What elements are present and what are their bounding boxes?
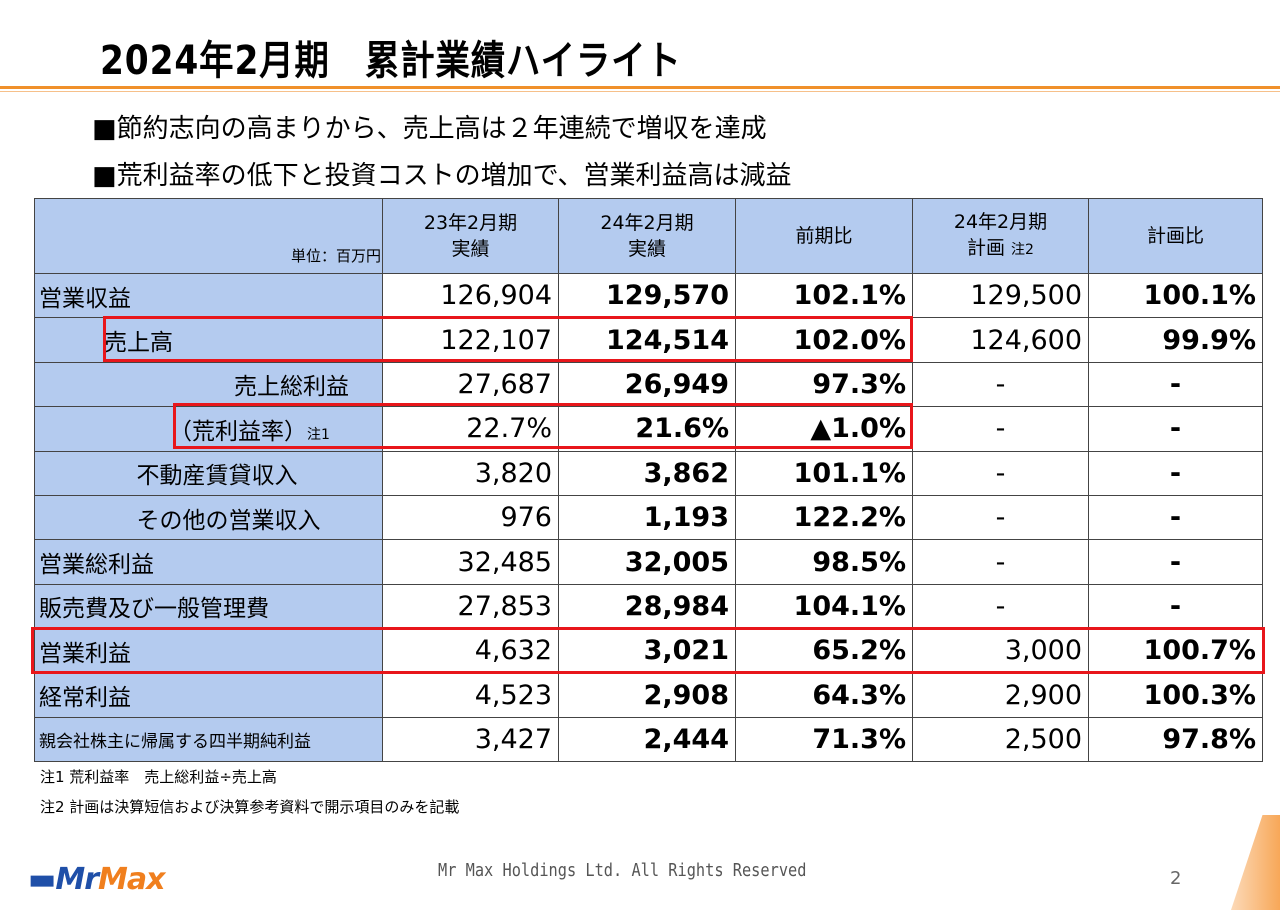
- cell-value: 3,820: [382, 450, 559, 496]
- cell-value: 2,900: [912, 672, 1089, 718]
- cell-value: 122.2%: [735, 494, 913, 541]
- cell-value: -: [1088, 494, 1263, 541]
- cell-value: 97.3%: [735, 361, 913, 408]
- highlight-sales: [103, 316, 913, 362]
- highlight-operating-profit: [31, 627, 1265, 674]
- cell-value: 104.1%: [735, 583, 913, 630]
- table-row: 営業利益 4,632 3,021 65.2% 3,000 100.7%: [34, 628, 1263, 674]
- mrmax-logo: ▬MrMax: [28, 862, 165, 897]
- cell-value: 129,570: [558, 272, 736, 319]
- cell-value: -: [912, 539, 1089, 585]
- cell-value: 65.2%: [735, 628, 913, 674]
- decorative-shape: [1231, 815, 1280, 910]
- page-number: 2: [1170, 868, 1182, 889]
- cell-value: 2,908: [558, 672, 736, 718]
- cell-value: 21.6%: [558, 406, 736, 452]
- row-label: 親会社株主に帰属する四半期純利益: [34, 716, 383, 763]
- unit-header: 単位：百万円: [34, 198, 383, 274]
- row-label: 販売費及び一般管理費: [34, 583, 383, 630]
- note-1: 注1 荒利益率 売上総利益÷売上高: [40, 768, 277, 786]
- row-label: 売上高: [34, 317, 383, 363]
- cell-value: -: [1088, 406, 1263, 452]
- row-label: 営業利益: [34, 628, 383, 674]
- cell-value: 98.5%: [735, 539, 913, 585]
- title-divider-thin: [0, 91, 1280, 92]
- cell-value: 129,500: [912, 272, 1089, 319]
- cell-value: 26,949: [558, 361, 736, 408]
- row-label: 経常利益: [34, 672, 383, 718]
- row-label: 営業収益: [34, 272, 383, 319]
- cell-value: -: [912, 406, 1089, 452]
- cell-value: 976: [382, 494, 559, 541]
- cell-value: 27,853: [382, 583, 559, 630]
- row-label: 売上総利益: [34, 361, 383, 408]
- row-label: 営業総利益: [34, 539, 383, 585]
- cell-value: 124,514: [558, 317, 736, 363]
- note-2: 注2 計画は決算短信および決算参考資料で開示項目のみを記載: [40, 798, 460, 816]
- cell-value: -: [1088, 539, 1263, 585]
- column-header: 24年2月期 実績: [558, 198, 736, 274]
- cell-value: 2,444: [558, 716, 736, 763]
- cell-value: 102.0%: [735, 317, 913, 363]
- cell-value: -: [1088, 450, 1263, 496]
- cell-value: 102.1%: [735, 272, 913, 319]
- column-header: 23年2月期 実績: [382, 198, 559, 274]
- table-row: 不動産賃貸収入 3,820 3,862 101.1% - -: [34, 450, 1263, 496]
- cell-value: 32,005: [558, 539, 736, 585]
- table-row: 営業収益 126,904 129,570 102.1% 129,500 100.1%: [34, 272, 1263, 319]
- cell-value: 64.3%: [735, 672, 913, 718]
- row-label: 不動産賃貸収入: [34, 450, 383, 496]
- row-label: （荒利益率）注1: [34, 406, 383, 452]
- cell-value: 124,600: [912, 317, 1089, 363]
- cell-value: -: [1088, 583, 1263, 630]
- page-title: 2024年2月期 累計業績ハイライト: [100, 38, 682, 84]
- cell-value: 2,500: [912, 716, 1089, 763]
- title-divider: [0, 86, 1280, 89]
- table-row: 親会社株主に帰属する四半期純利益 3,427 2,444 71.3% 2,500 97.8…: [34, 716, 1263, 763]
- cell-value: -: [912, 361, 1089, 408]
- highlight-margin: [173, 403, 913, 449]
- results-table: 単位：百万円 23年2月期 実績 24年2月期 実績 前期比 24年2月期 計画 注2 計画比 …: [34, 198, 1263, 763]
- cell-value: 4,523: [382, 672, 559, 718]
- cell-value: 97.8%: [1088, 716, 1263, 763]
- cell-value: 4,632: [382, 628, 559, 674]
- cell-value: 100.7%: [1088, 628, 1263, 674]
- table-row: 販売費及び一般管理費 27,853 28,984 104.1% - -: [34, 583, 1263, 630]
- row-label: その他の営業収入: [34, 494, 383, 541]
- cell-value: 32,485: [382, 539, 559, 585]
- column-header: 前期比: [735, 198, 913, 274]
- copyright: Mr Max Holdings Ltd. All Rights Reserved: [438, 860, 807, 881]
- table-row: その他の営業収入 976 1,193 122.2% - -: [34, 494, 1263, 541]
- bullet-1: ■節約志向の高まりから、売上高は２年連続で増収を達成: [92, 114, 767, 144]
- cell-value: 126,904: [382, 272, 559, 319]
- cell-value: 100.3%: [1088, 672, 1263, 718]
- cell-value: 3,427: [382, 716, 559, 763]
- table-row: 営業総利益 32,485 32,005 98.5% - -: [34, 539, 1263, 585]
- cell-value: -: [912, 450, 1089, 496]
- cell-value: 100.1%: [1088, 272, 1263, 319]
- cell-value: -: [912, 583, 1089, 630]
- cell-value: -: [912, 494, 1089, 541]
- cell-value: 71.3%: [735, 716, 913, 763]
- column-header: 計画比: [1088, 198, 1263, 274]
- table-row: 経常利益 4,523 2,908 64.3% 2,900 100.3%: [34, 672, 1263, 718]
- table-row: 売上総利益 27,687 26,949 97.3% - -: [34, 361, 1263, 408]
- cell-value: 101.1%: [735, 450, 913, 496]
- cell-value: -: [1088, 361, 1263, 408]
- column-header: 24年2月期 計画 注2: [912, 198, 1089, 274]
- cell-value: 27,687: [382, 361, 559, 408]
- cell-value: 28,984: [558, 583, 736, 630]
- cell-value: 99.9%: [1088, 317, 1263, 363]
- bullet-2: ■荒利益率の低下と投資コストの増加で、営業利益高は減益: [92, 161, 792, 191]
- table-row: 売上高 122,107 124,514 102.0% 124,600 99.9%: [34, 317, 1263, 363]
- cell-value: 1,193: [558, 494, 736, 541]
- cell-value: 3,862: [558, 450, 736, 496]
